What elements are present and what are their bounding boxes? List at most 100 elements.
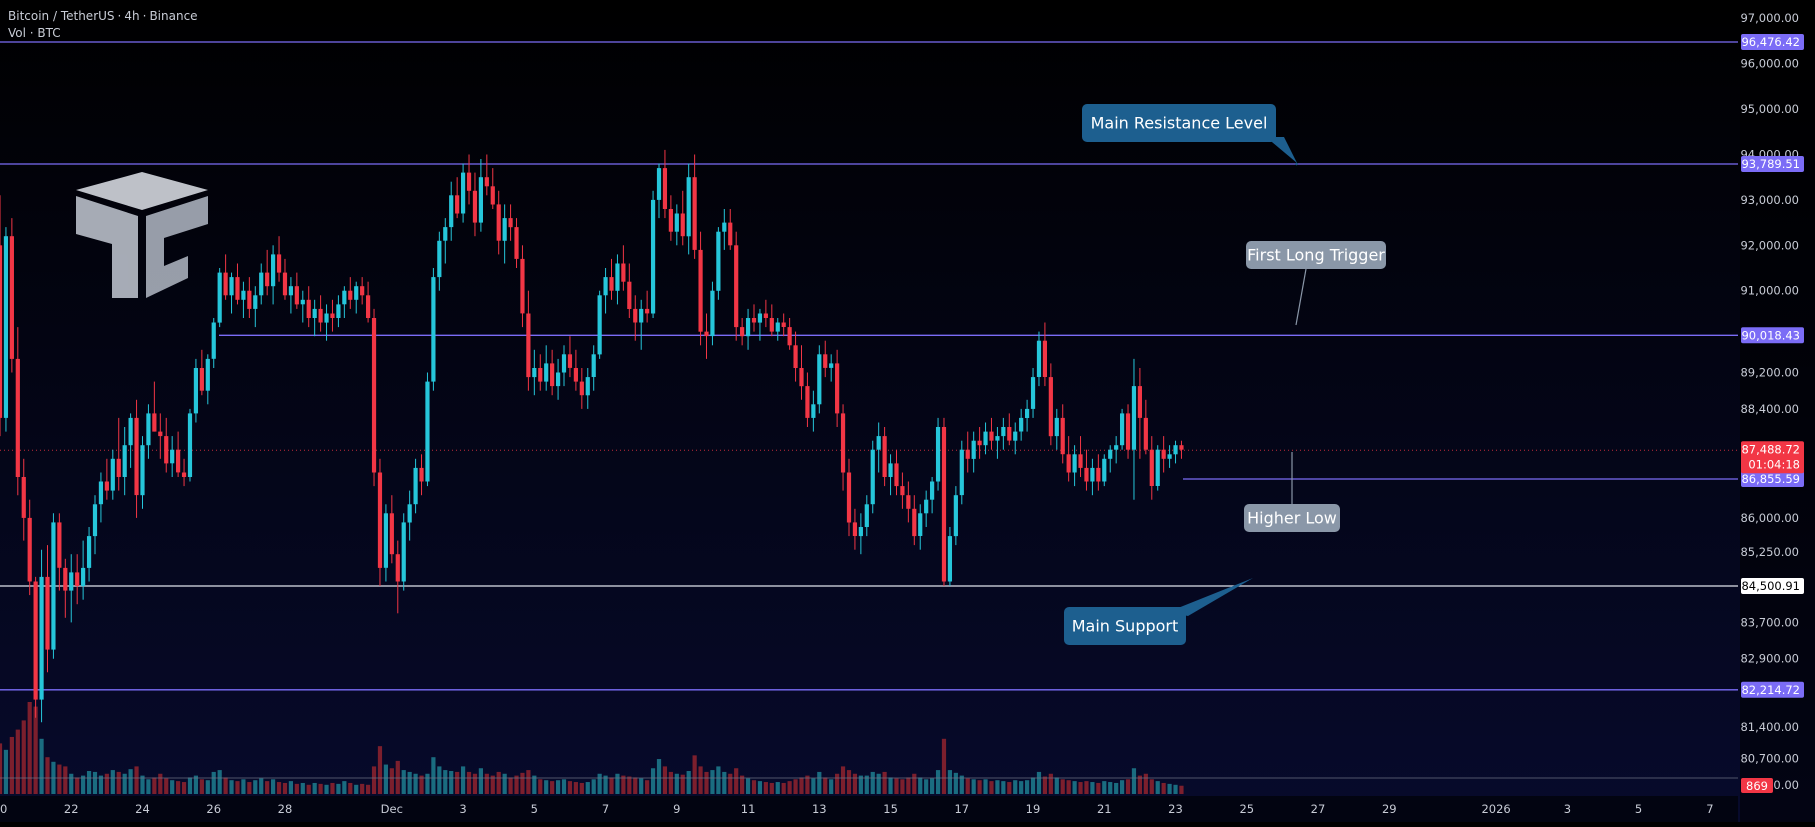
candle-body [686,177,691,237]
candle [1025,399,1030,432]
candle [342,286,347,318]
candle-body [621,263,626,282]
current-price-label: 87,488.72 [1741,442,1800,456]
candle [187,408,193,482]
volume-bar [603,775,608,794]
volume-bar [947,770,953,794]
volume-bar [490,775,495,794]
candle-body [680,213,685,237]
volume-bar [413,773,418,794]
candle-body [864,504,869,527]
volume-bar [466,771,472,794]
candle [443,218,448,264]
candle [1048,363,1053,446]
candle [140,436,145,509]
volume-bar [645,780,650,794]
candle [306,286,311,328]
candle-body [1108,449,1113,459]
candle [959,440,964,505]
candle [407,490,412,541]
candle [15,327,20,496]
candle-body [508,218,513,228]
candle [698,231,703,346]
candle [674,204,679,246]
candle-body [603,277,608,296]
volume-bar [9,736,14,794]
exchange-label: Binance [149,9,198,23]
candle [300,290,305,323]
volume-bar [1072,781,1077,794]
candle-body [69,572,74,591]
candle-body [306,299,311,318]
candle [745,308,751,350]
candle [247,277,252,318]
candle-body [775,322,780,332]
volume-bar [532,775,537,794]
candle [555,358,561,400]
volume-bar [918,777,923,794]
candle-body [282,272,288,296]
candle-body [1143,417,1148,450]
candle-body [431,277,436,382]
candle-body [1096,467,1101,482]
candle-body [170,449,175,464]
candle-body [360,286,365,296]
candle [941,417,947,586]
candle [271,245,276,305]
candle [1119,408,1125,450]
volume-bar [544,780,549,794]
callout-first-long-trigger: First Long Trigger [1246,241,1386,269]
resistance-pointer-tip [1295,162,1298,166]
candle [1078,436,1083,477]
volume-bar [793,779,798,794]
candle-body [977,440,982,446]
candle [478,159,483,232]
volume-bar [1155,781,1160,794]
callout-main-support: Main Support [1064,578,1253,645]
candle-body [876,436,881,450]
candle-body [698,249,703,332]
candle [265,249,270,296]
candle-body [1036,340,1042,377]
candle-body [591,354,596,377]
candle [1143,399,1148,455]
volume-bar [1179,785,1184,794]
volume-bar [187,777,193,794]
candle-body [449,195,454,228]
volume-bar [45,757,50,794]
x-tick-label: 28 [278,802,293,816]
candle [484,154,489,196]
volume-bar [1084,781,1089,794]
x-tick-label: 7 [602,802,609,816]
volume-bar [205,780,210,794]
candle-body [763,313,768,318]
candle [1066,436,1071,482]
volume-bar [1137,775,1142,794]
volume-bar [140,775,145,794]
candle [1149,436,1154,500]
candle [1137,368,1142,459]
x-tick-label: 5 [1635,802,1642,816]
y-tick-label: 95,000.00 [1740,102,1799,116]
candle-body [496,204,501,241]
volume-bar [472,773,478,794]
candle-body [662,168,668,209]
x-tick-label: 20 [0,802,7,816]
candle [205,354,210,405]
candle-body [650,199,656,314]
candle-body [573,368,578,382]
candle [1131,358,1137,500]
volume-bar [924,779,929,794]
volume-bar [478,768,483,794]
candle [431,268,436,391]
candle [235,263,240,305]
callout-first-long-trigger-box [1246,241,1386,269]
candle [1001,417,1006,450]
volume-bar [1060,779,1065,794]
candle-body [781,322,786,327]
candle-body [1013,431,1018,441]
level-badge-main-resistance [1741,156,1804,172]
volume-bar [484,773,489,794]
